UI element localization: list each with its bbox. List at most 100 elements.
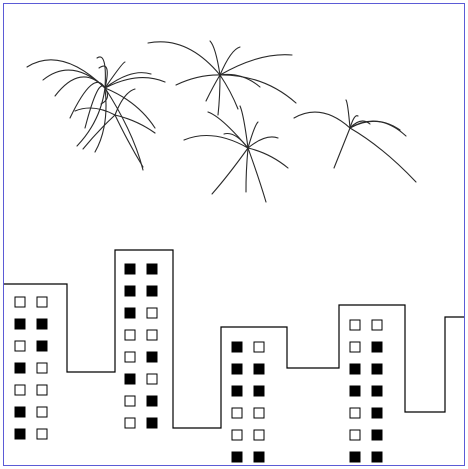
firework-strand xyxy=(104,61,126,89)
firework-strand xyxy=(98,65,108,89)
firework-strand xyxy=(219,74,239,110)
window-lit xyxy=(124,307,136,319)
firework-strand xyxy=(247,147,289,169)
window-dark xyxy=(349,407,361,419)
window-dark xyxy=(349,429,361,441)
window-lit xyxy=(36,340,48,352)
building-1 xyxy=(14,296,48,440)
firework-burst-4 xyxy=(293,99,417,183)
firework-strand xyxy=(104,72,152,89)
window-dark xyxy=(36,428,48,440)
window-lit xyxy=(124,373,136,385)
window-dark xyxy=(146,307,158,319)
firework-strand xyxy=(349,120,371,129)
window-dark xyxy=(36,406,48,418)
firework-burst-1 xyxy=(26,56,166,171)
window-lit xyxy=(253,385,265,397)
window-lit xyxy=(231,341,243,353)
firework-strand xyxy=(76,87,106,147)
window-lit xyxy=(146,285,158,297)
firework-strand xyxy=(293,111,351,129)
firework-strand xyxy=(104,77,166,89)
window-lit xyxy=(253,363,265,375)
window-dark xyxy=(146,329,158,341)
skyline-outline xyxy=(4,249,464,429)
window-dark xyxy=(36,384,48,396)
window-lit xyxy=(371,429,383,441)
building-3 xyxy=(231,341,265,463)
firework-burst-3 xyxy=(183,105,289,203)
firework-strand xyxy=(349,120,401,131)
window-lit xyxy=(231,363,243,375)
window-dark xyxy=(14,340,26,352)
window-lit xyxy=(349,451,361,463)
window-dark xyxy=(14,384,26,396)
window-dark xyxy=(349,319,361,331)
firework-strand xyxy=(82,114,116,150)
firework-strand xyxy=(104,87,156,129)
firework-strand xyxy=(333,127,351,169)
firework-strand xyxy=(54,76,106,97)
window-dark xyxy=(124,417,136,429)
firework-strand xyxy=(247,147,267,203)
firework-strand xyxy=(219,74,297,104)
window-lit xyxy=(146,395,158,407)
window-dark xyxy=(371,319,383,331)
window-lit xyxy=(36,318,48,330)
window-dark xyxy=(231,429,243,441)
firework-strand xyxy=(239,105,249,149)
firework-strand xyxy=(100,87,109,105)
firework-strand xyxy=(147,41,221,76)
window-lit xyxy=(146,351,158,363)
firework-strand xyxy=(94,87,107,153)
firework-strand xyxy=(219,54,293,76)
window-lit xyxy=(371,407,383,419)
building-4 xyxy=(349,319,383,463)
building-2 xyxy=(124,263,158,429)
firework-strand xyxy=(74,107,116,116)
firework-strand xyxy=(211,147,249,195)
window-lit xyxy=(124,263,136,275)
window-lit xyxy=(371,363,383,375)
firework-strand xyxy=(175,74,221,86)
firework-strand xyxy=(223,132,249,149)
window-lit xyxy=(14,406,26,418)
firework-strand xyxy=(114,114,144,168)
window-dark xyxy=(253,407,265,419)
firework-strand xyxy=(349,115,359,129)
firework-strand xyxy=(183,135,249,149)
firework-burst-2 xyxy=(147,40,297,116)
firework-burst-5 xyxy=(74,88,156,168)
firework-strand xyxy=(69,81,106,119)
window-lit xyxy=(231,451,243,463)
window-lit xyxy=(14,362,26,374)
window-lit xyxy=(253,451,265,463)
window-dark xyxy=(36,296,48,308)
firework-strand xyxy=(345,99,351,129)
windows-layer xyxy=(14,263,383,463)
firework-strand xyxy=(104,87,144,171)
window-lit xyxy=(14,318,26,330)
firework-strand xyxy=(219,73,261,88)
firework-strand xyxy=(245,147,249,193)
window-lit xyxy=(349,385,361,397)
window-dark xyxy=(124,395,136,407)
window-lit xyxy=(124,285,136,297)
firework-strand xyxy=(114,88,136,116)
window-dark xyxy=(349,341,361,353)
window-lit xyxy=(371,451,383,463)
window-dark xyxy=(146,373,158,385)
fireworks-layer xyxy=(26,40,417,203)
firework-strand xyxy=(114,114,156,134)
window-dark xyxy=(124,351,136,363)
window-lit xyxy=(371,385,383,397)
firework-strand xyxy=(349,127,417,183)
firework-strand xyxy=(247,136,279,149)
window-dark xyxy=(124,329,136,341)
window-lit xyxy=(146,263,158,275)
window-dark xyxy=(253,429,265,441)
window-dark xyxy=(231,407,243,419)
firework-strand xyxy=(96,56,106,89)
